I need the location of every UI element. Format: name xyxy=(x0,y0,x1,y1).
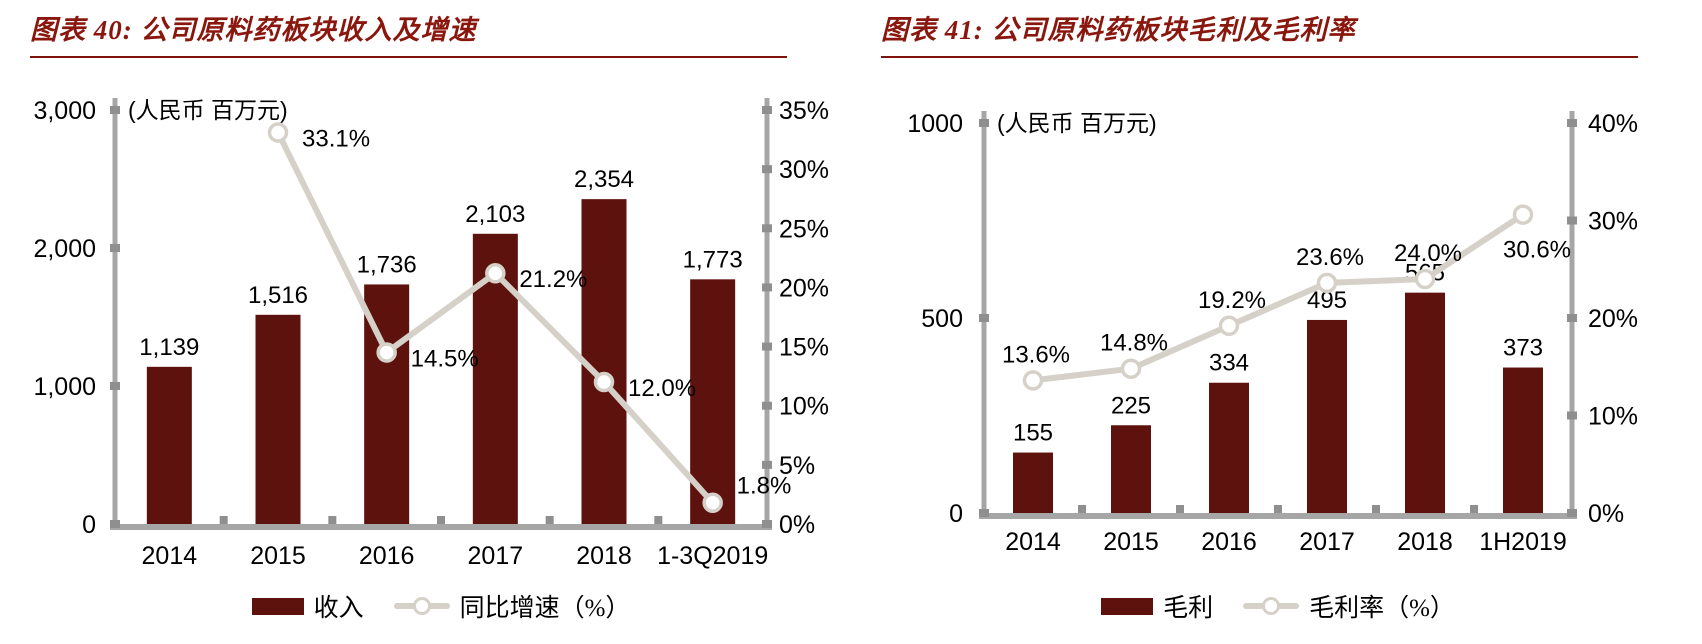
svg-text:14.8%: 14.8% xyxy=(1100,330,1168,357)
svg-text:2014: 2014 xyxy=(142,542,198,570)
svg-text:1-3Q2019: 1-3Q2019 xyxy=(657,542,768,570)
svg-text:500: 500 xyxy=(921,305,963,333)
line-markers xyxy=(267,122,723,513)
svg-text:2018: 2018 xyxy=(576,542,632,570)
svg-text:1,000: 1,000 xyxy=(33,373,96,401)
svg-text:1000: 1000 xyxy=(907,110,963,138)
bar-swatch-icon xyxy=(251,597,304,615)
svg-text:25%: 25% xyxy=(779,215,829,243)
svg-text:35%: 35% xyxy=(779,97,829,125)
growth-line xyxy=(1030,211,1526,384)
svg-text:30.6%: 30.6% xyxy=(1503,237,1571,264)
svg-text:1,736: 1,736 xyxy=(357,251,417,278)
svg-text:0: 0 xyxy=(82,511,96,539)
line-markers xyxy=(1022,204,1534,391)
svg-text:30%: 30% xyxy=(1588,208,1638,236)
left-axis-tick-labels: 0 1,000 2,000 3,000 xyxy=(33,97,96,539)
svg-text:0%: 0% xyxy=(1588,500,1624,528)
svg-text:1.8%: 1.8% xyxy=(737,473,792,500)
svg-text:10%: 10% xyxy=(779,393,829,421)
right-axis-tick-labels: 0% 5% 10% 15% 20% 25% 30% 35% xyxy=(779,97,829,539)
bar-value-labels: 155225334495565373 xyxy=(1013,260,1543,447)
svg-text:20%: 20% xyxy=(1588,305,1638,333)
svg-text:2,000: 2,000 xyxy=(33,235,96,263)
svg-text:0: 0 xyxy=(949,500,963,528)
figure-40-title: 图表 40: 公司原料药板块收入及增速 xyxy=(30,15,477,45)
svg-text:1,516: 1,516 xyxy=(248,282,308,309)
figure-41-panel: 图表 41: 公司原料药板块毛利及毛利率 0 500 1000 0% 10% 20% 30%… xyxy=(851,0,1702,644)
bars xyxy=(146,199,736,524)
svg-text:13.6%: 13.6% xyxy=(1002,341,1070,368)
svg-text:20%: 20% xyxy=(779,274,829,302)
svg-text:15%: 15% xyxy=(779,334,829,362)
svg-text:2017: 2017 xyxy=(468,542,524,570)
svg-text:33.1%: 33.1% xyxy=(302,125,370,152)
axes xyxy=(979,111,1577,519)
svg-text:30%: 30% xyxy=(779,156,829,184)
svg-text:2,103: 2,103 xyxy=(465,201,525,228)
legend-item-gross-profit: 毛利 xyxy=(1101,588,1213,624)
svg-text:0%: 0% xyxy=(779,511,815,539)
bars xyxy=(1013,292,1543,513)
axes xyxy=(110,98,772,530)
svg-text:10%: 10% xyxy=(1588,403,1638,431)
unit-label: (人民币 百万元) xyxy=(997,110,1157,136)
legend-item-revenue: 收入 xyxy=(251,588,364,624)
svg-text:14.5%: 14.5% xyxy=(411,345,479,372)
svg-text:225: 225 xyxy=(1111,392,1151,419)
svg-text:1,773: 1,773 xyxy=(683,246,743,273)
category-labels: 2014 2015 2016 2017 2018 1-3Q2019 xyxy=(142,542,769,570)
figure-41-title: 图表 41: 公司原料药板块毛利及毛利率 xyxy=(881,15,1356,45)
svg-text:2016: 2016 xyxy=(359,542,415,570)
revenue-growth-chart: 0 1,000 2,000 3,000 0% 5% 10% 15% 20% 25% 30% 35% 20… xyxy=(33,97,829,570)
svg-text:21.2%: 21.2% xyxy=(519,266,587,293)
line-legend-label: 毛利率（%） xyxy=(1309,595,1455,622)
svg-text:2017: 2017 xyxy=(1299,528,1355,556)
svg-text:3,000: 3,000 xyxy=(33,97,96,125)
line-value-labels: 13.6% 14.8% 19.2% 23.6% 24.0% 30.6% xyxy=(1002,237,1571,369)
line-value-labels: 33.1% 14.5% 21.2% 12.0% 1.8% xyxy=(302,125,791,499)
svg-text:2015: 2015 xyxy=(1103,528,1159,556)
svg-text:12.0%: 12.0% xyxy=(628,375,696,402)
figure-40-panel: 图表 40: 公司原料药板块收入及增速 0 1,000 2,000 3,000 0% 5%… xyxy=(30,15,829,624)
unit-label: (人民币 百万元) xyxy=(128,97,288,123)
figure-41-legend: 毛利 毛利率（%） xyxy=(984,588,1572,624)
unit-label: (人民币 百万元) xyxy=(997,110,1157,136)
unit-label: (人民币 百万元) xyxy=(128,97,288,123)
left-axis-tick-labels: 0 500 1000 xyxy=(907,110,963,528)
bar-swatch-icon xyxy=(1101,597,1154,615)
legend-item-growth: 同比增速（%） xyxy=(393,588,631,624)
svg-text:2016: 2016 xyxy=(1201,528,1257,556)
bar-legend-label: 收入 xyxy=(313,595,364,622)
svg-text:2,354: 2,354 xyxy=(574,166,634,193)
right-axis-tick-labels: 0% 10% 20% 30% 40% xyxy=(1588,110,1638,528)
figure-40-title-underline xyxy=(30,56,787,58)
line-swatch-icon xyxy=(1243,597,1300,615)
svg-text:155: 155 xyxy=(1013,420,1053,447)
figure-40-legend: 收入 同比增速（%） xyxy=(115,588,767,624)
line-swatch-icon xyxy=(393,597,450,615)
svg-text:2018: 2018 xyxy=(1397,528,1453,556)
figure-41-title-underline xyxy=(881,56,1638,58)
category-labels: 2014 2015 2016 2017 2018 1H2019 xyxy=(1005,528,1567,556)
svg-text:24.0%: 24.0% xyxy=(1394,240,1462,267)
svg-text:19.2%: 19.2% xyxy=(1198,287,1266,314)
legend-item-gross-margin: 毛利率（%） xyxy=(1243,588,1455,624)
svg-text:334: 334 xyxy=(1209,350,1249,377)
bar-value-labels: 1,139 1,516 1,736 2,103 2,354 1,773 xyxy=(139,166,742,361)
svg-text:2015: 2015 xyxy=(250,542,306,570)
svg-text:1H2019: 1H2019 xyxy=(1479,528,1567,556)
bar-legend-label: 毛利 xyxy=(1163,595,1214,622)
svg-text:23.6%: 23.6% xyxy=(1296,244,1364,271)
svg-text:373: 373 xyxy=(1503,335,1543,362)
svg-text:40%: 40% xyxy=(1588,110,1638,138)
svg-text:5%: 5% xyxy=(779,452,815,480)
svg-text:2014: 2014 xyxy=(1005,528,1061,556)
svg-text:1,139: 1,139 xyxy=(139,334,199,361)
line-legend-label: 同比增速（%） xyxy=(459,595,631,622)
